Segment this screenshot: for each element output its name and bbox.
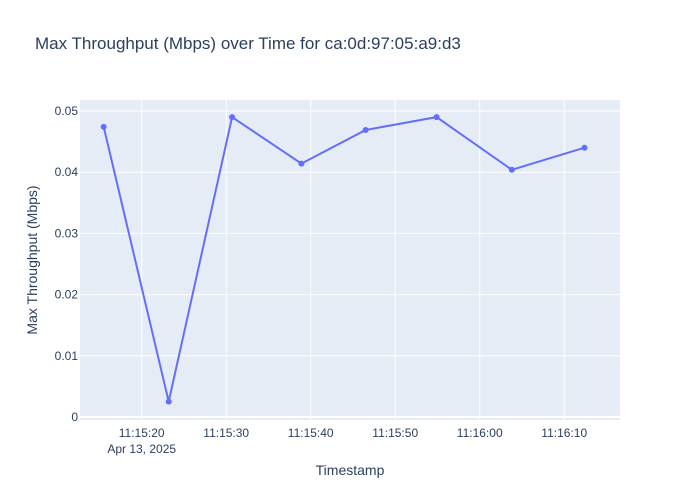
y-tick-label: 0.01 [55, 349, 79, 363]
data-point[interactable] [433, 114, 440, 121]
data-point[interactable] [508, 166, 515, 173]
y-tick-label: 0.02 [55, 288, 79, 302]
grid-lines [80, 100, 620, 420]
data-point[interactable] [298, 160, 305, 167]
y-tick-label: 0 [71, 410, 78, 424]
x-tick-label: 11:15:50 [372, 426, 418, 440]
x-axis-ticks: 11:15:20 11:15:30 11:15:40 11:15:50 11:16:00… [119, 426, 588, 440]
data-point[interactable] [165, 398, 172, 405]
x-tick-label: 11:16:00 [457, 426, 503, 440]
data-point[interactable] [362, 126, 369, 133]
y-tick-label: 0.05 [55, 104, 79, 118]
x-tick-label: 11:15:40 [288, 426, 334, 440]
x-tick-label: 11:16:10 [541, 426, 587, 440]
plot-area [80, 100, 620, 420]
data-points [100, 114, 588, 405]
data-point[interactable] [229, 114, 236, 121]
data-point[interactable] [581, 144, 588, 151]
data-point[interactable] [100, 123, 107, 130]
x-axis-label: Timestamp [315, 462, 385, 478]
x-tick-label: 11:15:30 [203, 426, 249, 440]
y-tick-label: 0.04 [55, 165, 79, 179]
y-axis-label: Max Throughput (Mbps) [24, 185, 40, 335]
y-tick-label: 0.03 [55, 226, 79, 240]
x-axis-date-label: Apr 13, 2025 [107, 442, 176, 456]
x-tick-label: 11:15:20 [119, 426, 165, 440]
y-axis-ticks: 0 0.01 0.02 0.03 0.04 0.05 [55, 104, 79, 424]
series-line [102, 115, 585, 402]
chart-title: Max Throughput (Mbps) over Time for ca:0… [35, 34, 461, 53]
